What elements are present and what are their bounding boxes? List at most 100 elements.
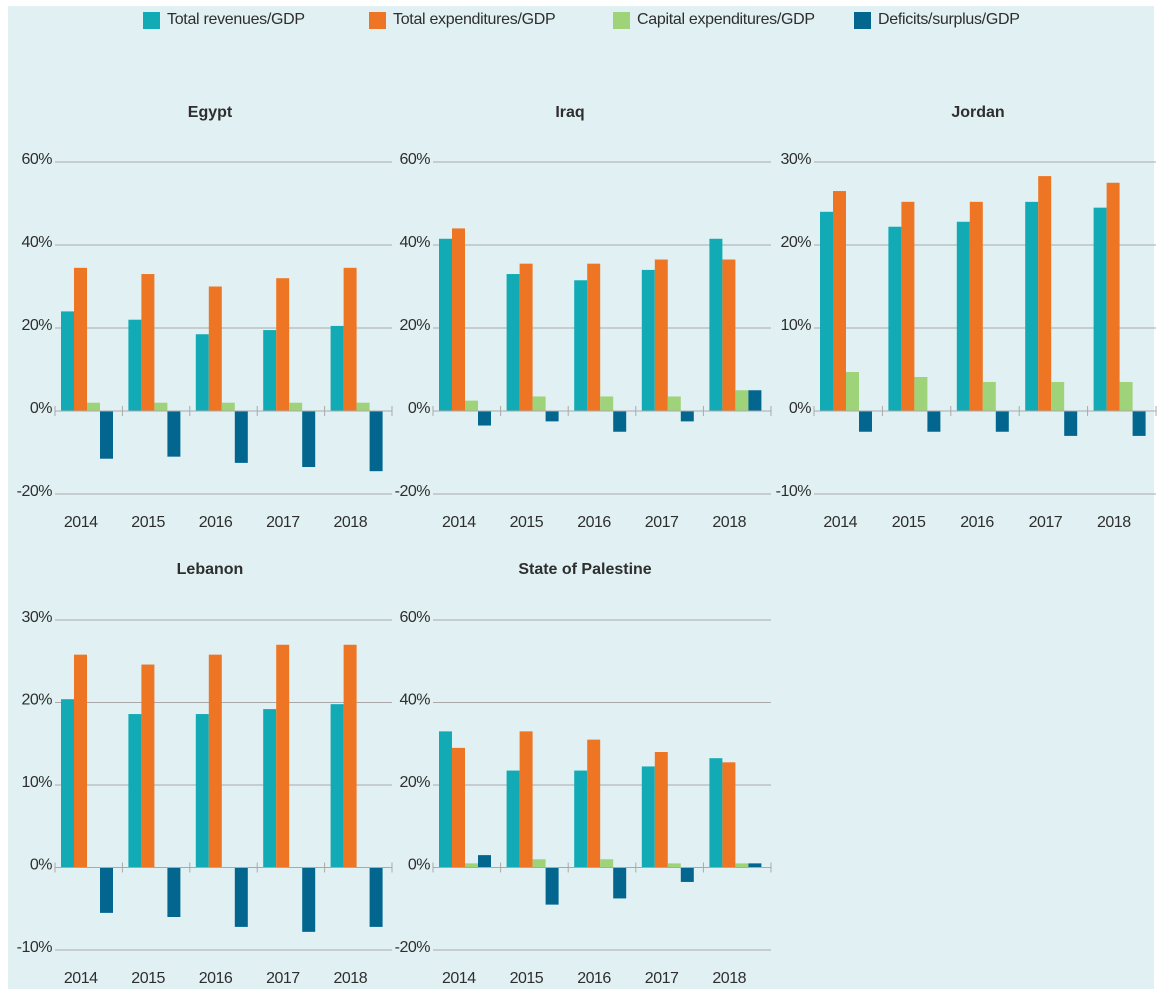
bar-iraq-1-2016 <box>587 263 601 411</box>
bar-egypt-2-2016 <box>221 402 235 411</box>
bar-lebanon-3-2017 <box>302 867 316 932</box>
x-tick-label: 2017 <box>266 514 300 531</box>
x-tick-label: 2018 <box>1097 514 1131 531</box>
bar-state-of-palestine-0-2018 <box>709 758 723 868</box>
y-tick-label: 0% <box>789 400 811 417</box>
x-tick-label: 2015 <box>892 514 926 531</box>
bar-state-of-palestine-1-2018 <box>722 762 736 868</box>
bar-jordan-3-2014 <box>859 411 872 432</box>
bar-lebanon-3-2016 <box>234 867 248 927</box>
bar-lebanon-1-2018 <box>343 644 357 868</box>
y-tick-label: 60% <box>399 151 430 168</box>
y-tick-label: 60% <box>399 609 430 626</box>
bar-state-of-palestine-0-2015 <box>506 770 520 868</box>
bar-iraq-0-2014 <box>439 238 452 411</box>
legend-item-total-expenditures: Total expenditures/GDP <box>369 10 556 30</box>
x-tick-label: 2018 <box>712 514 746 531</box>
bar-iraq-2-2015 <box>532 396 546 411</box>
bar-jordan-2-2016 <box>982 381 996 411</box>
bar-iraq-3-2017 <box>680 411 694 422</box>
bar-egypt-1-2015 <box>141 274 155 411</box>
bar-iraq-0-2016 <box>574 280 588 411</box>
chart-title-iraq: Iraq <box>555 104 584 121</box>
bar-jordan-2-2014 <box>846 371 859 411</box>
legend-swatch-capital-expenditures <box>613 11 630 29</box>
bar-jordan-0-2016 <box>956 221 970 411</box>
bar-lebanon-0-2015 <box>128 714 142 868</box>
bar-lebanon-1-2016 <box>208 654 222 868</box>
y-tick-label: 30% <box>21 609 52 626</box>
bar-egypt-1-2014 <box>74 267 87 411</box>
x-tick-label: 2015 <box>510 514 544 531</box>
legend-swatch-deficits-surplus <box>854 11 871 29</box>
bar-state-of-palestine-0-2014 <box>439 731 452 868</box>
x-tick-label: 2017 <box>645 514 679 531</box>
x-tick-label: 2014 <box>823 514 857 531</box>
bar-lebanon-1-2017 <box>276 644 290 868</box>
legend-item-deficits-surplus: Deficits/surplus/GDP <box>854 10 1020 30</box>
bar-state-of-palestine-3-2014 <box>478 855 491 868</box>
x-tick-label: 2018 <box>712 970 746 987</box>
x-tick-label: 2017 <box>266 970 300 987</box>
y-tick-label: -10% <box>776 483 812 500</box>
bar-jordan-3-2016 <box>995 411 1009 432</box>
x-tick-label: 2016 <box>960 514 994 531</box>
legend-label: Total revenues/GDP <box>167 11 305 28</box>
bar-jordan-1-2017 <box>1038 176 1052 411</box>
y-tick-label: 60% <box>21 151 52 168</box>
y-tick-label: 20% <box>780 234 811 251</box>
bar-jordan-3-2018 <box>1132 411 1146 436</box>
legend-label: Capital expenditures/GDP <box>637 11 815 28</box>
bar-jordan-1-2014 <box>833 191 846 411</box>
bar-jordan-0-2018 <box>1093 207 1107 411</box>
bar-lebanon-0-2017 <box>263 709 277 868</box>
bar-egypt-2-2017 <box>289 402 303 411</box>
y-tick-label: 20% <box>21 317 52 334</box>
legend-swatch-total-revenues <box>143 11 160 29</box>
bar-egypt-1-2016 <box>208 286 222 411</box>
x-tick-label: 2016 <box>577 514 611 531</box>
chart-title-egypt: Egypt <box>188 104 233 121</box>
legend-swatch-total-expenditures <box>369 11 386 29</box>
bar-jordan-3-2015 <box>927 411 941 432</box>
bar-egypt-0-2018 <box>330 325 344 411</box>
x-tick-label: 2015 <box>131 970 165 987</box>
bar-state-of-palestine-3-2016 <box>613 867 627 899</box>
bar-egypt-2-2015 <box>154 402 168 411</box>
x-tick-label: 2014 <box>64 514 98 531</box>
bar-state-of-palestine-2-2017 <box>667 863 681 868</box>
bar-lebanon-0-2018 <box>330 704 344 868</box>
bar-iraq-3-2018 <box>748 390 762 411</box>
x-tick-label: 2017 <box>1029 514 1063 531</box>
y-tick-label: -20% <box>395 483 431 500</box>
bar-state-of-palestine-0-2017 <box>641 766 655 868</box>
bar-state-of-palestine-3-2018 <box>748 863 762 868</box>
y-tick-label: -20% <box>17 483 53 500</box>
bar-lebanon-3-2018 <box>369 867 383 927</box>
bar-egypt-3-2014 <box>100 411 113 459</box>
bar-lebanon-3-2015 <box>167 867 181 917</box>
bar-iraq-1-2018 <box>722 259 736 411</box>
bar-state-of-palestine-2-2015 <box>532 859 546 868</box>
bar-egypt-3-2016 <box>234 411 248 463</box>
bar-egypt-3-2015 <box>167 411 181 457</box>
bar-lebanon-3-2014 <box>100 867 113 913</box>
bar-iraq-1-2017 <box>654 259 668 411</box>
bar-egypt-3-2018 <box>369 411 383 472</box>
legend-item-total-revenues: Total revenues/GDP <box>143 10 305 30</box>
bar-iraq-3-2015 <box>545 411 559 422</box>
x-tick-label: 2017 <box>645 970 679 987</box>
bar-jordan-0-2017 <box>1025 201 1039 411</box>
bar-egypt-0-2016 <box>195 334 209 411</box>
y-tick-label: 20% <box>21 692 52 709</box>
bar-iraq-3-2016 <box>613 411 627 432</box>
bar-state-of-palestine-0-2016 <box>574 770 588 868</box>
x-tick-label: 2018 <box>334 970 368 987</box>
bar-state-of-palestine-1-2016 <box>587 739 601 868</box>
bar-iraq-2-2014 <box>465 400 478 411</box>
bar-iraq-3-2014 <box>478 411 491 426</box>
bar-egypt-2-2018 <box>356 402 370 411</box>
bar-state-of-palestine-1-2014 <box>452 747 465 868</box>
bar-jordan-2-2017 <box>1051 381 1065 411</box>
bar-egypt-0-2017 <box>263 330 277 411</box>
